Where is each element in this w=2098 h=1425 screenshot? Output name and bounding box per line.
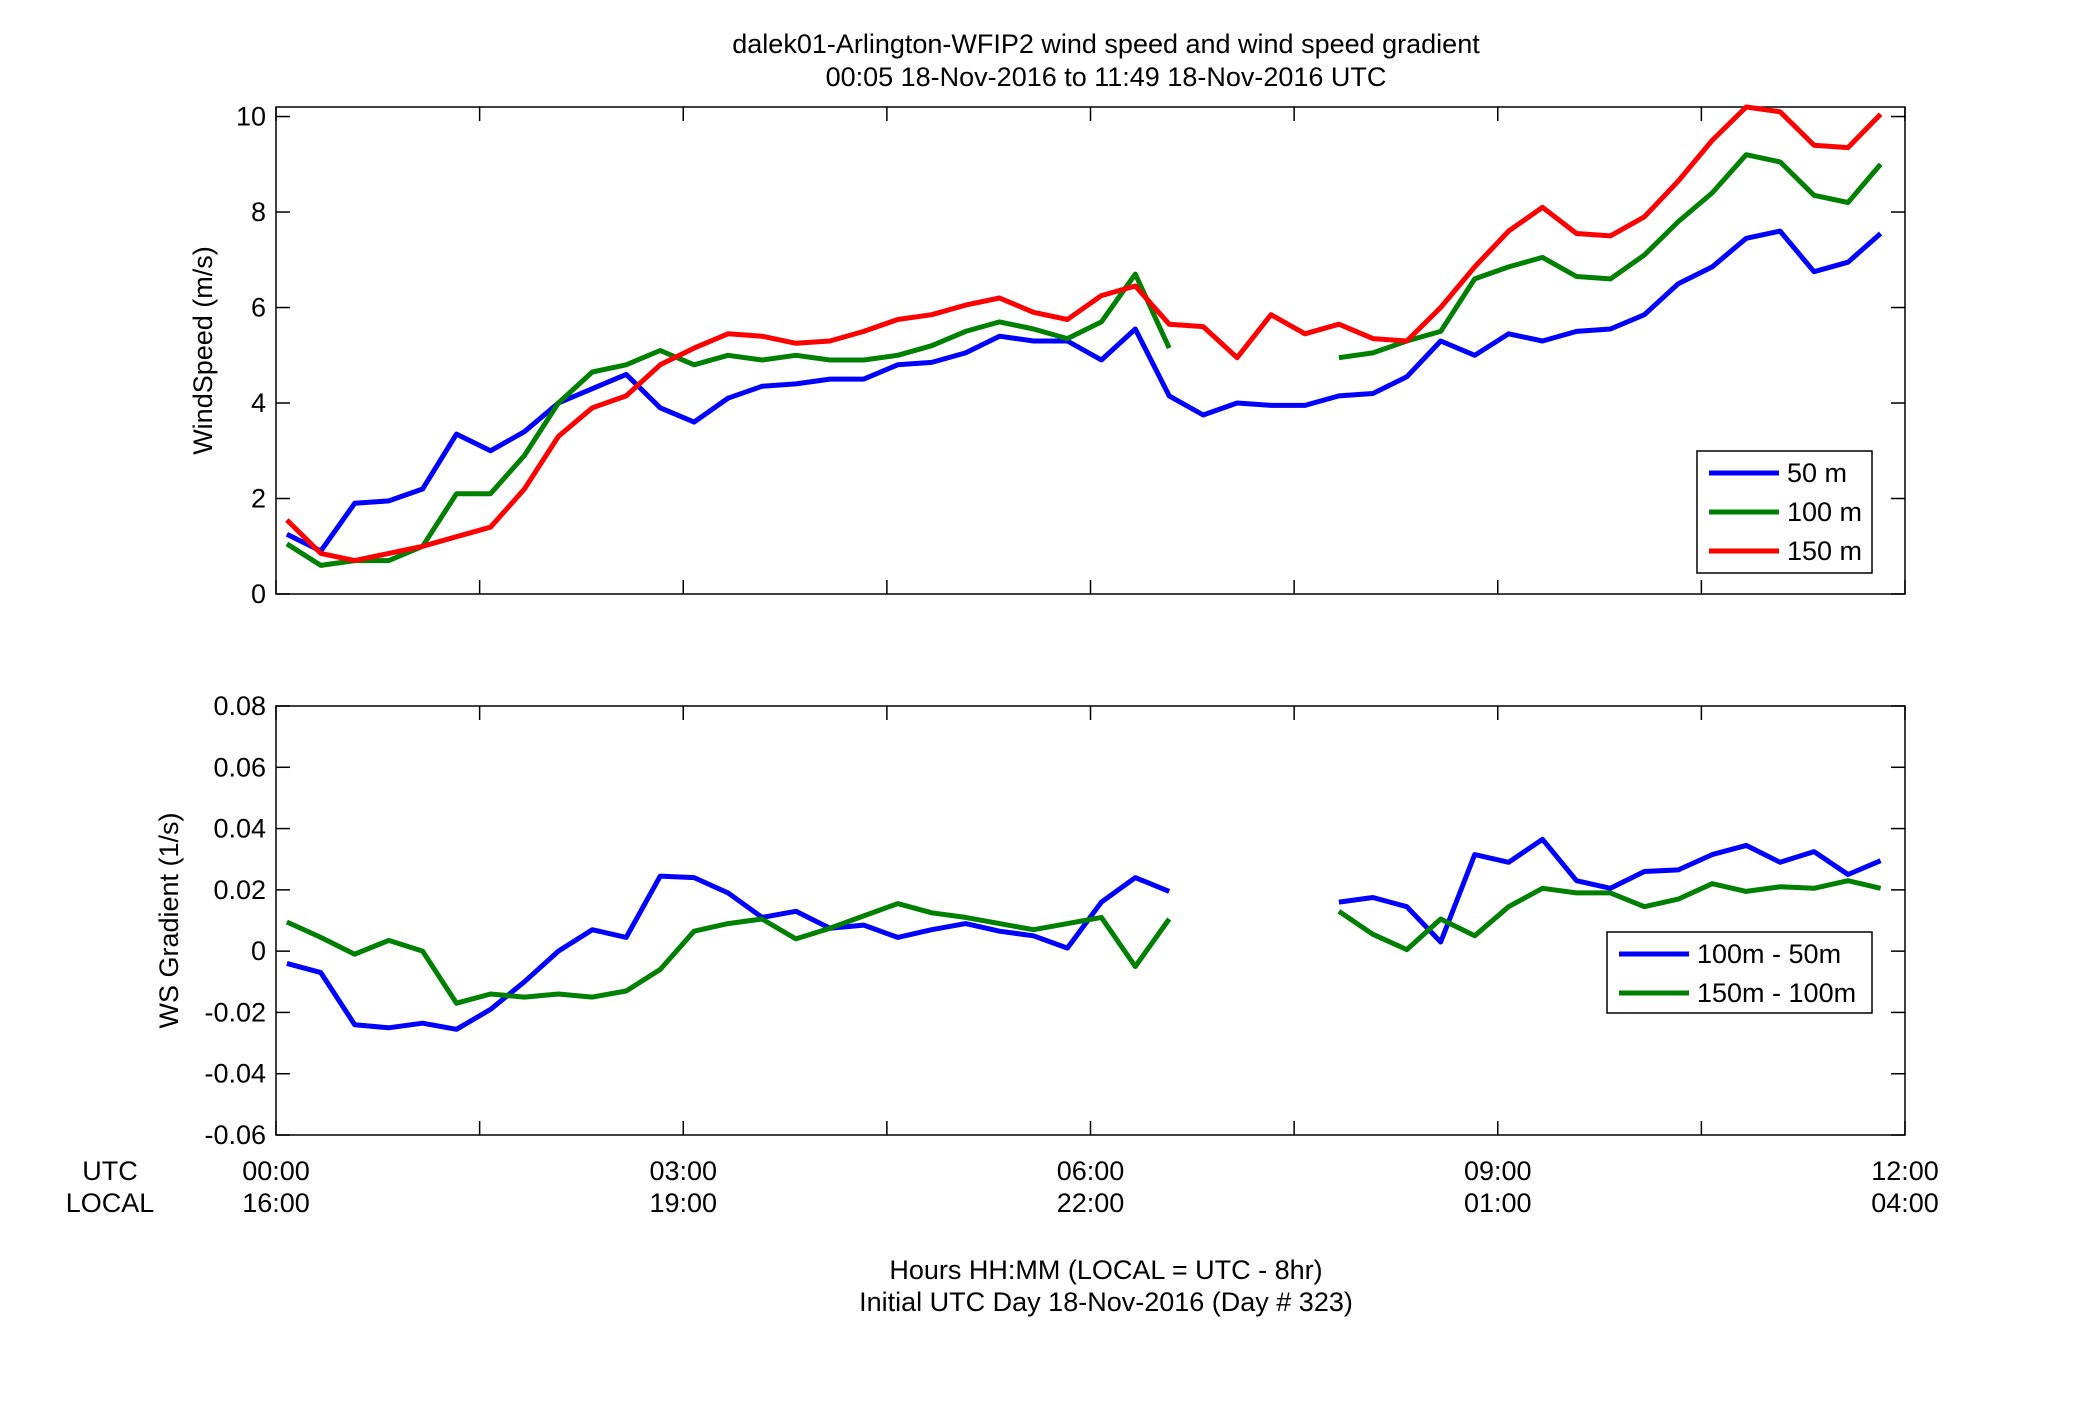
legend-label: 150m - 100m (1697, 978, 1856, 1008)
x-tick-label-local: 04:00 (1871, 1188, 1939, 1218)
gradient-panel: -0.06 -0.04 -0.02 0 0.02 0.04 0.06 0.08 WS Gradi… (154, 691, 1906, 1150)
figure-title-line1: dalek01-Arlington-WFIP2 wind speed and w… (732, 29, 1480, 59)
legend-label: 50 m (1787, 458, 1847, 488)
x-tick-label-local: 22:00 (1057, 1188, 1125, 1218)
x-tick-label-utc: 12:00 (1871, 1156, 1939, 1186)
figure-title-line2: 00:05 18-Nov-2016 to 11:49 18-Nov-2016 U… (826, 62, 1387, 92)
legend-label: 100 m (1787, 497, 1862, 527)
x-axis-label-line2: Initial UTC Day 18-Nov-2016 (Day # 323) (859, 1287, 1353, 1317)
legend: 50 m 100 m 150 m (1696, 450, 1873, 574)
x-tick-label-utc: 09:00 (1464, 1156, 1532, 1186)
y-tick-label: 8 (251, 197, 266, 227)
y-tick-label: 0 (251, 936, 266, 966)
y-tick-label: 6 (251, 293, 266, 323)
legend-label: 100m - 50m (1697, 939, 1841, 969)
legend-label: 150 m (1787, 536, 1862, 566)
y-tick-label: 0.06 (213, 752, 266, 782)
series-line-150m-100m (285, 878, 1882, 1006)
y-tick-label: 10 (236, 102, 266, 132)
y-tick-label: 0.02 (213, 875, 266, 905)
series-line-150m (285, 104, 1883, 564)
x-tick-label-local: 19:00 (649, 1188, 717, 1218)
x-tick-label-utc: 06:00 (1057, 1156, 1125, 1186)
legend-box (1606, 931, 1873, 1014)
y-axis-label: WindSpeed (m/s) (188, 246, 218, 455)
windspeed-panel: 0 2 4 6 8 10 WindSpeed (m/s) 50 m 100 m 150 m (188, 102, 1906, 609)
legend: 100m - 50m 150m - 100m (1606, 931, 1873, 1014)
x-axis-label-line1: Hours HH:MM (LOCAL = UTC - 8hr) (889, 1255, 1322, 1285)
y-tick-label: 0 (251, 579, 266, 609)
y-tick-label: -0.02 (204, 997, 266, 1027)
y-tick-label: 0.08 (213, 691, 266, 721)
x-tick-label-local: 01:00 (1464, 1188, 1532, 1218)
y-tick-label: 0.04 (213, 814, 266, 844)
series-line-100m (285, 152, 1883, 568)
x-tick-label-utc: 00:00 (242, 1156, 310, 1186)
utc-row-label: UTC (82, 1156, 138, 1186)
y-tick-label: -0.04 (204, 1059, 266, 1089)
y-tick-label: 4 (251, 388, 266, 418)
x-tick-label-utc: 03:00 (649, 1156, 717, 1186)
y-tick-label: 2 (251, 484, 266, 514)
y-axis-label: WS Gradient (1/s) (154, 812, 184, 1028)
x-tick-label-local: 16:00 (242, 1188, 310, 1218)
local-row-label: LOCAL (66, 1188, 155, 1218)
y-tick-label: -0.06 (204, 1120, 266, 1150)
